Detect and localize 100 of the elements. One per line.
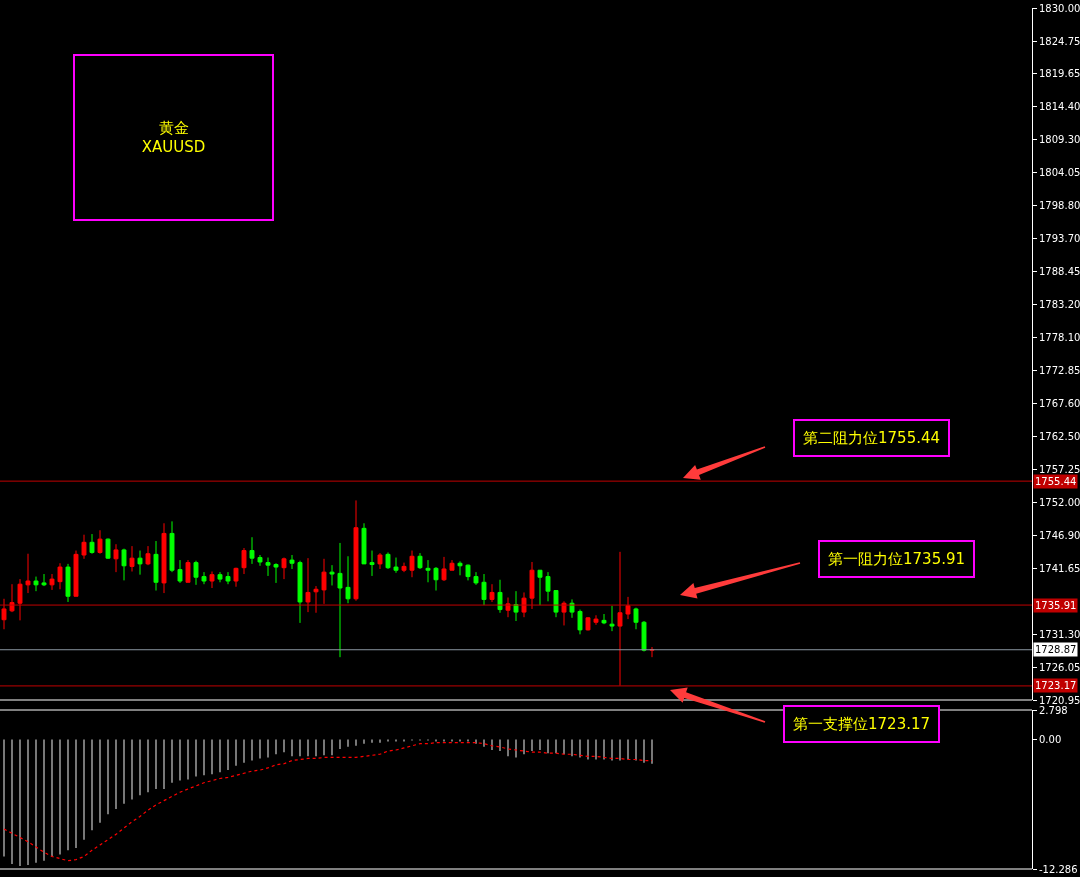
- ref-line-label: 第二阻力位1755.44: [803, 429, 941, 447]
- candlestick: [209, 571, 215, 589]
- y-tick-label: 1767.60: [1039, 398, 1080, 410]
- y-tick-label: 0.00: [1039, 733, 1062, 745]
- candlestick: [617, 551, 623, 687]
- candlestick: [633, 607, 639, 630]
- candlestick: [601, 613, 607, 625]
- y-tick-label: 1824.75: [1039, 35, 1080, 47]
- candlestick: [465, 564, 471, 581]
- candlestick: [545, 571, 551, 602]
- y-tick-label: 1793.70: [1039, 232, 1080, 244]
- candlestick: [81, 534, 87, 560]
- candlestick: [265, 557, 271, 577]
- candlestick: [489, 583, 495, 603]
- candlestick: [401, 562, 407, 573]
- candlestick: [25, 553, 31, 594]
- candlestick: [577, 609, 583, 635]
- candlestick: [345, 555, 351, 604]
- y-tick-label: 1772.85: [1039, 365, 1080, 377]
- y-tick-label: 1778.10: [1039, 331, 1080, 343]
- y-tick-label: 1741.65: [1039, 563, 1080, 575]
- candlestick: [177, 559, 183, 584]
- y-tick-label: 1731.30: [1039, 628, 1080, 640]
- candlestick: [257, 554, 263, 567]
- candlestick: [33, 576, 39, 592]
- y-tick-label: 1762.50: [1039, 430, 1080, 442]
- candlestick: [337, 542, 343, 658]
- candlestick: [529, 561, 535, 610]
- candlestick: [97, 529, 103, 555]
- candlestick: [385, 551, 391, 570]
- annotation: 1735.91: [1035, 600, 1077, 611]
- y-tick-label: 1804.05: [1039, 167, 1080, 179]
- candlestick: [217, 571, 223, 583]
- candlestick: [105, 538, 111, 560]
- y-tick-label: 1830.00: [1039, 2, 1080, 14]
- candlestick: [225, 571, 231, 585]
- annotation: 1755.44: [1035, 476, 1077, 487]
- y-tick-label: 1788.45: [1039, 266, 1080, 278]
- candlestick: [321, 558, 327, 605]
- annotation: 1723.17: [1035, 680, 1077, 691]
- candlestick: [289, 554, 295, 570]
- candlestick: [473, 571, 479, 586]
- candlestick: [393, 557, 399, 574]
- y-tick-label: 1752.00: [1039, 497, 1080, 509]
- y-tick-label: 1819.65: [1039, 68, 1080, 80]
- candlestick: [137, 550, 143, 576]
- candlestick: [249, 536, 255, 565]
- y-tick-label: 1757.25: [1039, 464, 1080, 476]
- annotation: 黄金 XAUUSD: [141, 118, 206, 157]
- candlestick: [417, 552, 423, 570]
- y-tick-label: 1809.30: [1039, 133, 1080, 145]
- candlestick: [625, 596, 631, 620]
- candlestick: [185, 559, 191, 583]
- candlestick: [193, 560, 199, 586]
- candlestick: [281, 557, 287, 580]
- candlestick: [89, 533, 95, 555]
- candlestick: [201, 571, 207, 585]
- candlestick: [425, 559, 431, 583]
- candlestick: [377, 552, 383, 570]
- candlestick: [129, 545, 135, 572]
- line-series: [3, 742, 653, 862]
- candlestick: [297, 560, 303, 624]
- candlestick: [57, 562, 63, 590]
- y-tick-label: 1746.90: [1039, 529, 1080, 541]
- ref-line-label: 第一支撑位1723.17: [793, 715, 931, 733]
- candlestick: [153, 540, 159, 592]
- candlestick: [329, 564, 335, 586]
- candlestick: [409, 550, 415, 578]
- candlestick: [41, 573, 47, 587]
- candlestick: [17, 578, 23, 621]
- candlestick: [169, 520, 175, 573]
- candlestick: [433, 566, 439, 592]
- candlestick: [73, 550, 79, 597]
- candlestick: [233, 567, 239, 588]
- candlestick: [481, 573, 487, 606]
- candlestick: [585, 616, 591, 632]
- candlestick: [641, 620, 647, 652]
- candlestick: [161, 522, 167, 594]
- candlestick: [273, 564, 279, 584]
- candlestick: [609, 605, 615, 632]
- candlestick: [65, 563, 71, 603]
- y-tick-label: 2.798: [1039, 704, 1068, 716]
- candlestick: [553, 590, 559, 618]
- candlestick: [449, 559, 455, 571]
- candlestick: [497, 579, 503, 614]
- candlestick: [49, 573, 55, 591]
- candlestick: [113, 543, 119, 573]
- y-tick-label: 1783.20: [1039, 299, 1080, 311]
- candlestick: [369, 550, 375, 577]
- candlestick: [145, 545, 151, 566]
- candlestick: [313, 585, 319, 614]
- candlestick: [121, 548, 127, 581]
- annotation: 1728.87: [1035, 644, 1077, 655]
- candlestick: [305, 557, 311, 613]
- candlestick: [1, 598, 7, 630]
- y-tick-label: 1720.95: [1039, 694, 1080, 706]
- candlestick: [241, 547, 247, 575]
- ref-line-label: 第一阻力位1735.91: [828, 550, 966, 568]
- candlestick: [593, 614, 599, 626]
- candlestick: [441, 556, 447, 582]
